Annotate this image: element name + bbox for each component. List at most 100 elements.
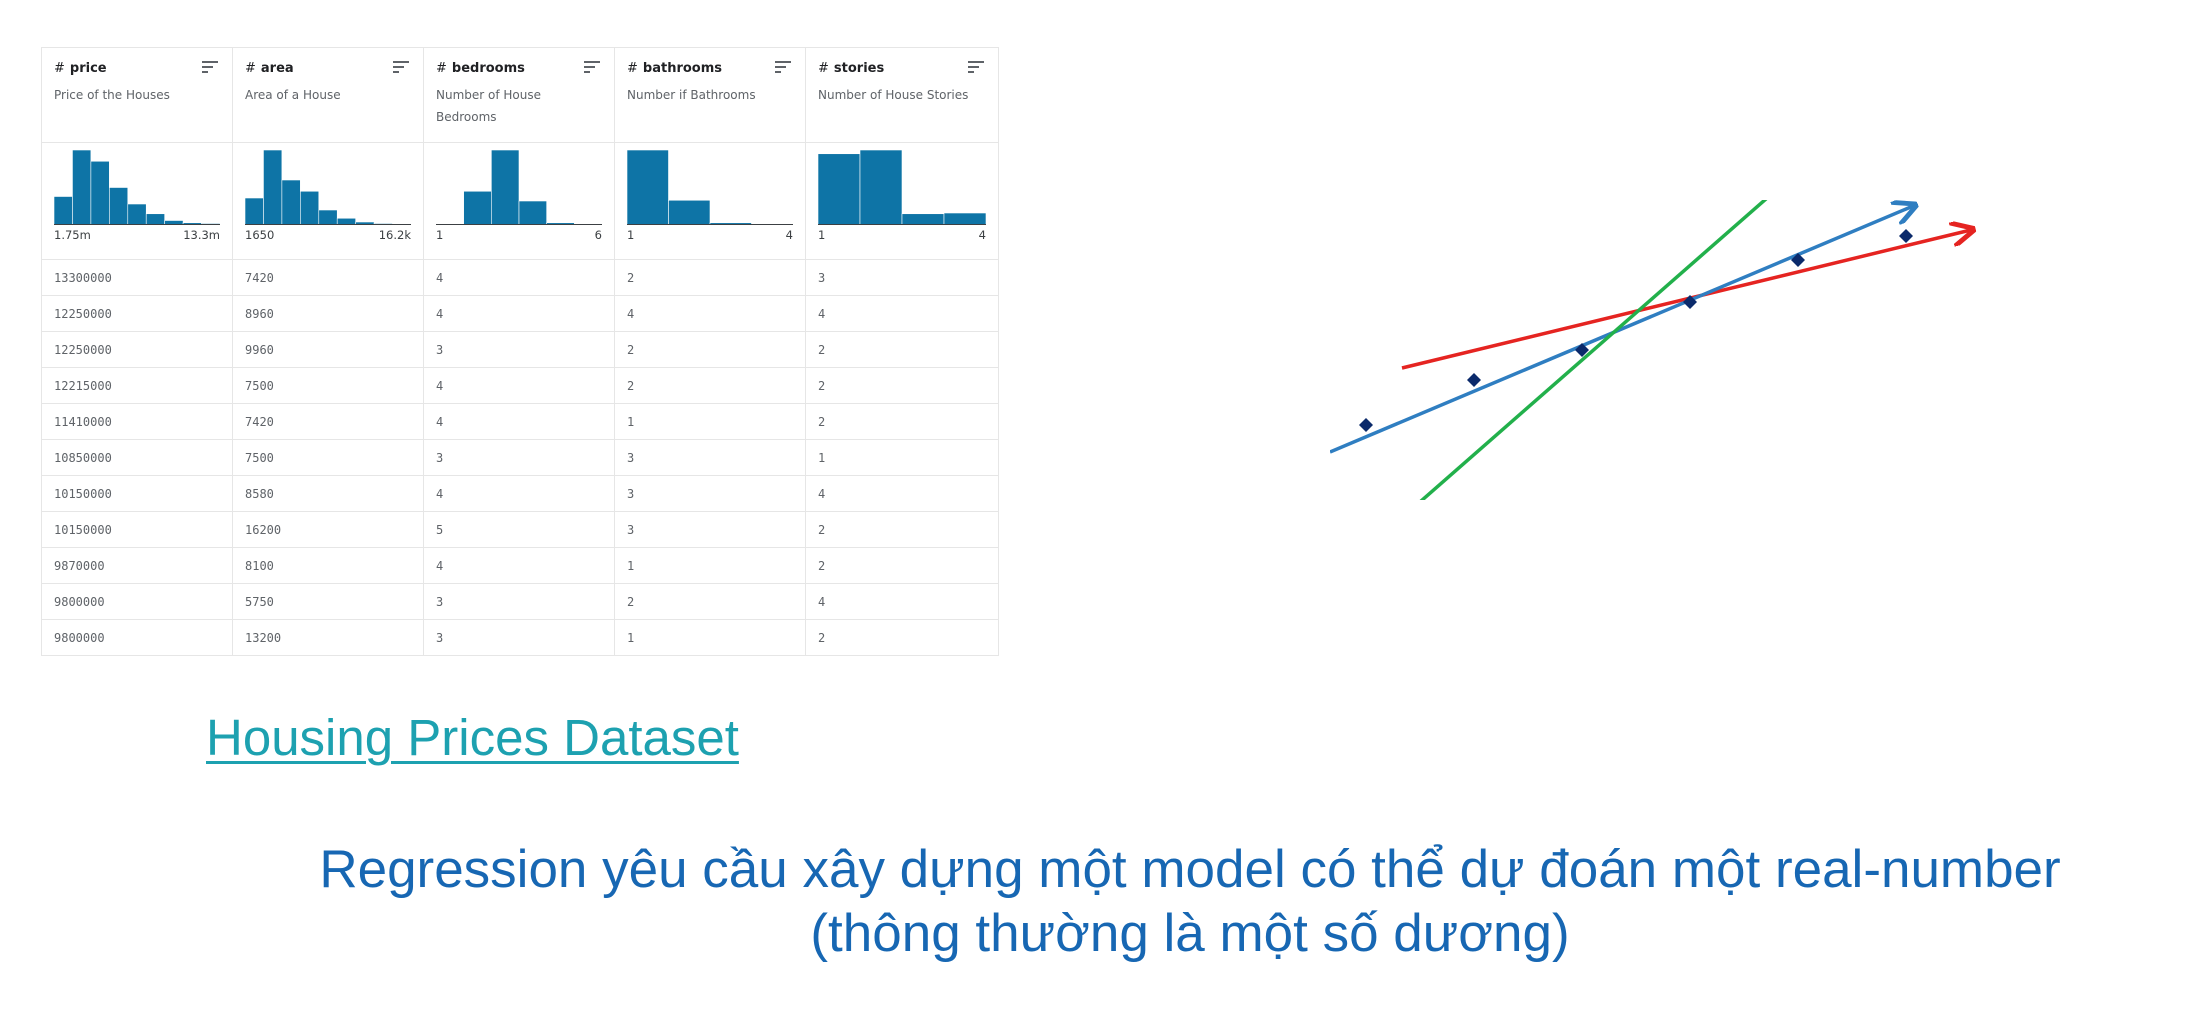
regression-line <box>1330 206 1913 454</box>
table-cell-stories: 3 <box>805 259 999 296</box>
table-cell-price: 10150000 <box>41 475 233 512</box>
table-cell-area: 7420 <box>232 403 424 440</box>
histogram-chart <box>54 149 220 225</box>
caption-line-1: Regression yêu cầu xây dựng một model có… <box>319 840 2061 899</box>
histogram-bar <box>627 149 669 225</box>
table-cell-bedrooms: 4 <box>423 367 615 404</box>
table-cell-price: 11410000 <box>41 403 233 440</box>
table-cell-bathrooms: 2 <box>614 367 806 404</box>
sort-icon[interactable] <box>775 61 791 75</box>
table-cell-stories: 1 <box>805 439 999 476</box>
table-row: 11410000 7420 4 1 2 <box>41 403 999 440</box>
table-cell-price: 10850000 <box>41 439 233 476</box>
range-max: 13.3m <box>183 228 220 242</box>
column-name: bedrooms <box>451 60 525 76</box>
histogram-bar <box>943 212 986 225</box>
histogram-bar <box>300 190 320 225</box>
table-cell-bedrooms: 4 <box>423 295 615 332</box>
table-cell-stories: 2 <box>805 511 999 548</box>
regression-line <box>1419 200 1768 500</box>
table-cell-price: 13300000 <box>41 259 233 296</box>
table-cell-area: 8580 <box>232 475 424 512</box>
sort-icon[interactable] <box>202 61 218 75</box>
column-header-price[interactable]: # price Price of the Houses <box>41 47 233 143</box>
sort-icon[interactable] <box>393 61 409 75</box>
range-min: 1.75m <box>54 228 91 242</box>
table-cell-bedrooms: 4 <box>423 403 615 440</box>
table-cell-price: 9870000 <box>41 547 233 584</box>
data-point <box>1791 253 1805 267</box>
column-description: Number of House Stories <box>818 88 969 102</box>
table-row: 12250000 8960 4 4 4 <box>41 295 999 332</box>
table-cell-stories: 2 <box>805 367 999 404</box>
histogram-bar <box>818 153 861 225</box>
table-cell-stories: 2 <box>805 331 999 368</box>
histogram-bar <box>518 200 547 225</box>
column-name: bathrooms <box>642 60 723 76</box>
table-row: 10150000 16200 5 3 2 <box>41 511 999 548</box>
numeric-type-icon: # <box>54 60 65 76</box>
table-cell-price: 9800000 <box>41 583 233 620</box>
table-cell-bathrooms: 1 <box>614 547 806 584</box>
table-cell-stories: 4 <box>805 295 999 332</box>
range-min: 1650 <box>245 228 275 242</box>
column-header-bedrooms[interactable]: # bedrooms Number of House Bedrooms <box>423 47 615 143</box>
histogram-bar <box>109 187 129 225</box>
range-max: 4 <box>785 228 793 242</box>
histogram-bar <box>54 196 73 225</box>
histogram-bar <box>901 213 945 225</box>
histogram-bar <box>859 149 903 225</box>
regression-lines-illustration <box>1330 200 2050 500</box>
range-max: 4 <box>978 228 986 242</box>
histogram-bar <box>668 199 711 225</box>
column-description: Number if Bathrooms <box>627 88 756 102</box>
histogram-chart <box>627 149 793 225</box>
column-description: Number of House Bedrooms <box>436 88 542 124</box>
numeric-type-icon: # <box>436 60 447 76</box>
column-description: Price of the Houses <box>54 88 170 102</box>
table-row: 9870000 8100 4 1 2 <box>41 547 999 584</box>
histogram-bar <box>263 149 283 225</box>
histogram-bar <box>318 209 338 225</box>
table-cell-bedrooms: 3 <box>423 583 615 620</box>
sort-icon[interactable] <box>968 61 984 75</box>
table-row: 9800000 13200 3 1 2 <box>41 619 999 656</box>
numeric-type-icon: # <box>245 60 256 76</box>
histogram-bar <box>491 149 520 225</box>
table-body: 13300000 7420 4 2 3 12250000 8960 4 4 4 12250000 99… <box>41 259 999 656</box>
table-cell-area: 13200 <box>232 619 424 656</box>
column-header-area[interactable]: # area Area of a House <box>232 47 424 143</box>
table-cell-stories: 4 <box>805 583 999 620</box>
housing-prices-dataset-link[interactable]: Housing Prices Dataset <box>206 709 739 766</box>
data-point <box>1575 343 1589 357</box>
histogram-price: 1.75m 13.3m <box>41 142 233 260</box>
table-cell-bathrooms: 1 <box>614 403 806 440</box>
table-cell-bedrooms: 3 <box>423 331 615 368</box>
table-cell-price: 12250000 <box>41 331 233 368</box>
table-cell-bedrooms: 3 <box>423 439 615 476</box>
table-row: 9800000 5750 3 2 4 <box>41 583 999 620</box>
range-min: 1 <box>818 228 826 242</box>
histogram-bar <box>72 149 92 225</box>
table-row: 10850000 7500 3 3 1 <box>41 439 999 476</box>
column-header-bathrooms[interactable]: # bathrooms Number if Bathrooms <box>614 47 806 143</box>
histogram-bar <box>145 213 165 225</box>
sort-icon[interactable] <box>584 61 600 75</box>
table-cell-bathrooms: 4 <box>614 295 806 332</box>
data-point <box>1899 229 1913 243</box>
table-cell-stories: 2 <box>805 403 999 440</box>
table-cell-stories: 2 <box>805 619 999 656</box>
table-cell-bathrooms: 2 <box>614 583 806 620</box>
data-point <box>1467 373 1481 387</box>
data-point <box>1683 295 1697 309</box>
table-row: 12250000 9960 3 2 2 <box>41 331 999 368</box>
table-cell-bedrooms: 4 <box>423 547 615 584</box>
histogram-bar <box>281 179 301 225</box>
table-row: 10150000 8580 4 3 4 <box>41 475 999 512</box>
column-header-stories[interactable]: # stories Number of House Stories <box>805 47 999 143</box>
table-cell-price: 9800000 <box>41 619 233 656</box>
histogram-bar <box>127 203 147 225</box>
table-cell-bathrooms: 2 <box>614 259 806 296</box>
